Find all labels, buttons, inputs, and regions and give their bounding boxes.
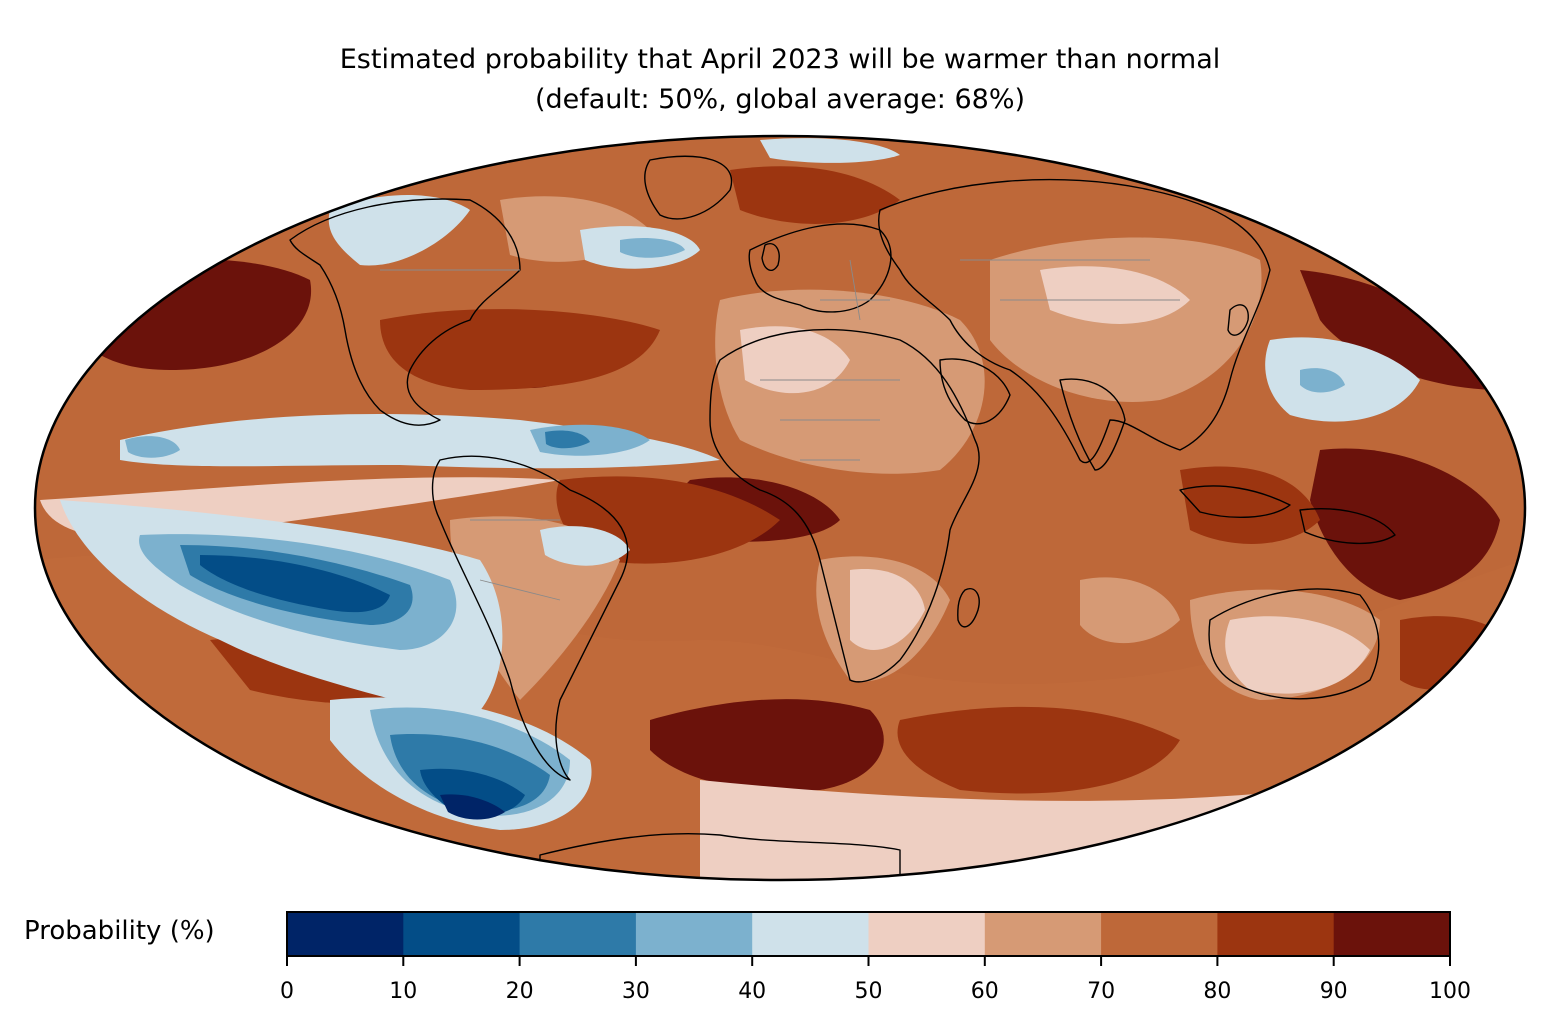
- colorbar-bin-0: [287, 912, 404, 956]
- colorbar-tick-label: 60: [971, 979, 999, 1004]
- colorbar-bin-6: [984, 912, 1102, 956]
- colorbar-tick-label: 80: [1203, 979, 1231, 1004]
- colorbar-bin-1: [403, 912, 521, 956]
- colorbar-bins: [287, 912, 1451, 956]
- colorbar-bin-8: [1217, 912, 1335, 956]
- probability-field: [35, 136, 1525, 880]
- colorbar-tick-label: 70: [1087, 979, 1115, 1004]
- chart-subtitle: (default: 50%, global average: 68%): [534, 84, 1026, 115]
- colorbar-tick-label: 40: [738, 979, 766, 1004]
- world-map: [33, 134, 1527, 882]
- globe-outline: [33, 134, 1527, 882]
- colorbar-tick-label: 30: [622, 979, 650, 1004]
- colorbar-bin-5: [868, 912, 986, 956]
- colorbar-bin-7: [1101, 912, 1218, 956]
- coastlines: [289, 155, 1396, 880]
- chart-title: Estimated probability that April 2023 wi…: [339, 44, 1221, 75]
- colorbar-tick-label: 90: [1320, 979, 1348, 1004]
- colorbar-label: Probability (%): [24, 916, 215, 946]
- colorbar-ticks: 0 10 20 30 40 50 60 70 80 90 100: [280, 956, 1471, 1004]
- colorbar-tick-label: 10: [389, 979, 417, 1004]
- country-borders: [380, 259, 1180, 601]
- colorbar-tick-label: 50: [855, 979, 883, 1004]
- colorbar-bin-4: [752, 912, 870, 956]
- colorbar-bin-2: [519, 912, 637, 956]
- colorbar-tick-label: 0: [280, 979, 294, 1004]
- colorbar-tick-label: 100: [1429, 979, 1471, 1004]
- colorbar-bin-3: [635, 912, 753, 956]
- colorbar-tick-label: 20: [506, 979, 534, 1004]
- colorbar-bin-9: [1333, 912, 1451, 956]
